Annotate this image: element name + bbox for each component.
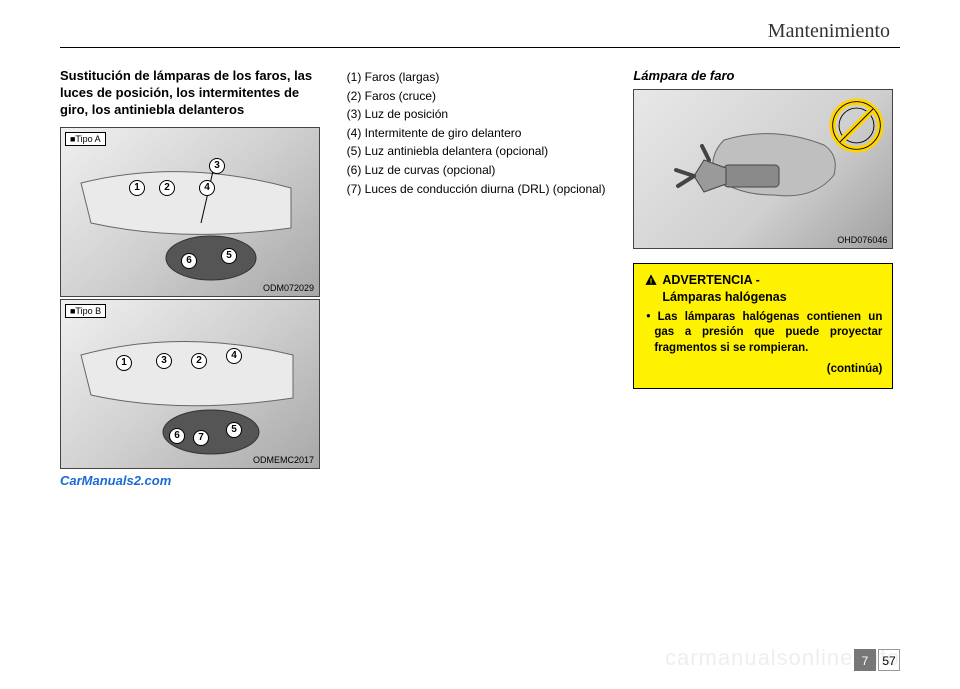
headlight-b-svg <box>61 300 321 470</box>
img-a-code: ODM072029 <box>263 283 314 293</box>
bulb-img-code: OHD076046 <box>837 235 887 245</box>
column-2: (1) Faros (largas) (2) Faros (cruce) (3)… <box>347 68 614 488</box>
img-b-code: ODMEMC2017 <box>253 455 314 465</box>
num-b-3: 3 <box>156 353 172 369</box>
num-a-4: 4 <box>199 180 215 196</box>
legend-list: (1) Faros (largas) (2) Faros (cruce) (3)… <box>347 68 614 198</box>
warning-title-row: ! ADVERTENCIA - Lámparas halógenas <box>644 272 882 306</box>
section-title: Mantenimiento <box>60 20 900 47</box>
num-a-3: 3 <box>209 158 225 174</box>
warning-title: ADVERTENCIA - <box>662 273 759 287</box>
header-rule <box>60 47 900 48</box>
num-b-1: 1 <box>116 355 132 371</box>
num-b-2: 2 <box>191 353 207 369</box>
legend-1: (1) Faros (largas) <box>347 68 614 87</box>
num-b-6: 6 <box>169 428 185 444</box>
column-3: Lámpara de faro <box>633 68 900 488</box>
num-b-5: 5 <box>226 422 242 438</box>
svg-text:!: ! <box>650 277 653 286</box>
legend-5: (5) Luz antiniebla delantera (opcional) <box>347 142 614 161</box>
headlight-a-svg <box>61 128 321 298</box>
warning-body: • Las lámparas halógenas contienen un ga… <box>644 310 882 357</box>
num-b-7: 7 <box>193 430 209 446</box>
legend-3: (3) Luz de posición <box>347 105 614 124</box>
image-tipo-a: ■Tipo A 1 2 3 4 5 6 ODM072029 <box>60 127 320 297</box>
num-a-1: 1 <box>129 180 145 196</box>
col3-title: Lámpara de faro <box>633 68 900 83</box>
chapter-number: 7 <box>854 649 876 671</box>
page-number: 57 <box>878 649 900 671</box>
warning-subtitle: Lámparas halógenas <box>662 290 786 304</box>
image-tipo-b: ■Tipo B 1 2 3 4 5 6 7 ODMEMC2017 <box>60 299 320 469</box>
num-a-2: 2 <box>159 180 175 196</box>
content-columns: Sustitución de lámparas de los faros, la… <box>60 68 900 488</box>
warning-triangle-icon: ! <box>644 273 658 287</box>
watermark-text: CarManuals2.com <box>60 473 327 488</box>
num-b-4: 4 <box>226 348 242 364</box>
page-footer: 7 57 <box>854 649 900 671</box>
legend-7: (7) Luces de conducción diurna (DRL) (op… <box>347 180 614 199</box>
prohibit-icon <box>829 98 884 153</box>
num-a-6: 6 <box>181 253 197 269</box>
legend-2: (2) Faros (cruce) <box>347 87 614 106</box>
column-1: Sustitución de lámparas de los faros, la… <box>60 68 327 488</box>
col1-heading: Sustitución de lámparas de los faros, la… <box>60 68 327 119</box>
bulb-image: OHD076046 <box>633 89 893 249</box>
num-a-5: 5 <box>221 248 237 264</box>
legend-6: (6) Luz de curvas (opcional) <box>347 161 614 180</box>
warning-cont: (continúa) <box>644 362 882 378</box>
legend-4: (4) Intermitente de giro delantero <box>347 124 614 143</box>
warning-box: ! ADVERTENCIA - Lámparas halógenas • Las… <box>633 263 893 389</box>
